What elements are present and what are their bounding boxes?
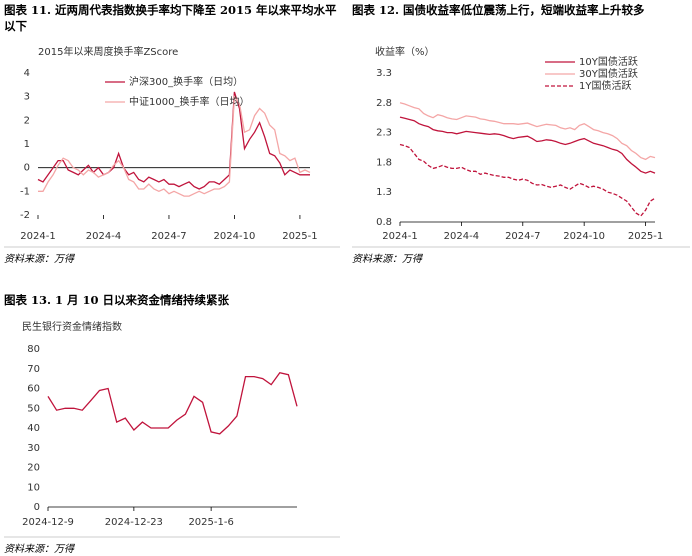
- x-tick-label: 2025-1: [282, 231, 317, 242]
- source-note: 资料来源：万得: [352, 254, 422, 265]
- x-tick-label: 2024-4: [86, 231, 121, 242]
- x-tick-label: 2024-1: [382, 231, 417, 242]
- axis-subtitle: 2015年以来周度换手率ZScore: [38, 45, 178, 58]
- series-line: [38, 94, 311, 197]
- y-tick-label: 1.3: [376, 187, 392, 198]
- y-tick-label: 3: [24, 92, 30, 103]
- axis-subtitle: 民生银行资金情绪指数: [22, 320, 122, 333]
- y-tick-label: 0: [34, 502, 40, 513]
- figure-caption: 图表 11. 近两周代表指数换手率均下降至 2015 年以来平均水平以下: [4, 3, 337, 33]
- legend-label: 中证1000_换手率（日均）: [129, 95, 249, 108]
- series-line: [399, 143, 656, 217]
- figure-caption: 图表 13. 1 月 10 日以来资金情绪持续紧张: [4, 293, 230, 307]
- y-tick-label: 1: [24, 139, 30, 150]
- y-tick-label: 1.8: [376, 157, 392, 168]
- x-tick-label: 2024-12-9: [22, 517, 74, 528]
- x-tick-label: 2024-1: [20, 231, 55, 242]
- y-tick-label: 0.8: [376, 217, 392, 228]
- legend-label: 1Y国债活跃: [579, 79, 631, 92]
- y-tick-label: 40: [27, 423, 40, 434]
- y-tick-label: -2: [20, 210, 30, 221]
- x-tick-label: 2024-10: [563, 231, 605, 242]
- x-tick-label: 2024-10: [214, 231, 256, 242]
- y-tick-label: 2.8: [376, 98, 392, 109]
- y-tick-label: 50: [27, 403, 40, 414]
- y-tick-label: 80: [27, 344, 40, 355]
- y-tick-label: 20: [27, 463, 40, 474]
- y-tick-label: 0: [24, 163, 30, 174]
- x-tick-label: 2025-1-6: [188, 517, 233, 528]
- y-tick-label: 60: [27, 384, 40, 395]
- y-tick-label: 70: [27, 364, 40, 375]
- x-tick-label: 2025-1: [628, 231, 663, 242]
- legend-label: 沪深300_换手率（日均）: [129, 75, 243, 88]
- series-line: [399, 102, 656, 161]
- figure-caption: 图表 12. 国债收益率低位震荡上行，短端收益率上升较多: [352, 3, 645, 17]
- y-tick-label: 3.3: [376, 68, 392, 79]
- y-tick-label: 2.3: [376, 128, 392, 139]
- axis-subtitle: 收益率（%）: [375, 45, 435, 58]
- x-tick-label: 2024-7: [151, 231, 186, 242]
- series-line: [399, 116, 656, 174]
- legend-label: 10Y国债活跃: [579, 55, 638, 68]
- x-tick-label: 2024-12-23: [105, 517, 163, 528]
- y-tick-label: 4: [24, 68, 30, 79]
- legend-label: 30Y国债活跃: [579, 67, 638, 80]
- series-line: [47, 371, 298, 435]
- source-note: 资料来源：万得: [4, 254, 74, 265]
- x-tick-label: 2024-7: [505, 231, 540, 242]
- y-tick-label: 10: [27, 482, 40, 493]
- series-line: [37, 91, 310, 190]
- y-tick-label: 2: [24, 115, 30, 126]
- x-tick-label: 2024-4: [444, 231, 479, 242]
- source-note: 资料来源：万得: [4, 544, 74, 555]
- y-tick-label: 30: [27, 443, 40, 454]
- y-tick-label: -1: [20, 186, 30, 197]
